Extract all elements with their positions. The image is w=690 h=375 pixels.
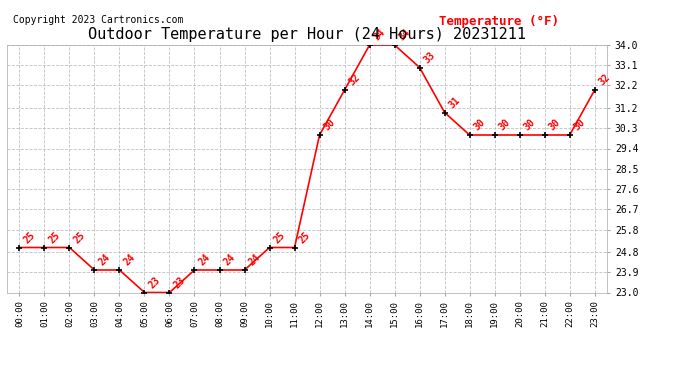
Text: 23: 23 — [147, 275, 162, 290]
Text: 24: 24 — [122, 252, 137, 268]
Text: 24: 24 — [222, 252, 237, 268]
Text: 30: 30 — [497, 117, 513, 133]
Text: 25: 25 — [47, 230, 62, 245]
Text: 30: 30 — [322, 117, 337, 133]
Text: 31: 31 — [447, 95, 462, 110]
Text: 24: 24 — [247, 252, 262, 268]
Text: Temperature (°F): Temperature (°F) — [439, 15, 559, 28]
Text: 34: 34 — [397, 27, 413, 43]
Text: 30: 30 — [547, 117, 562, 133]
Text: 34: 34 — [372, 27, 388, 43]
Text: 30: 30 — [472, 117, 488, 133]
Text: 30: 30 — [522, 117, 538, 133]
Text: 32: 32 — [347, 72, 362, 88]
Text: 25: 25 — [272, 230, 288, 245]
Text: 25: 25 — [297, 230, 313, 245]
Text: 30: 30 — [572, 117, 588, 133]
Text: 33: 33 — [422, 50, 437, 65]
Title: Outdoor Temperature per Hour (24 Hours) 20231211: Outdoor Temperature per Hour (24 Hours) … — [88, 27, 526, 42]
Text: 32: 32 — [598, 72, 613, 88]
Text: Copyright 2023 Cartronics.com: Copyright 2023 Cartronics.com — [13, 15, 184, 25]
Text: 24: 24 — [97, 252, 112, 268]
Text: 23: 23 — [172, 275, 188, 290]
Text: 25: 25 — [22, 230, 37, 245]
Text: 24: 24 — [197, 252, 213, 268]
Text: 25: 25 — [72, 230, 88, 245]
